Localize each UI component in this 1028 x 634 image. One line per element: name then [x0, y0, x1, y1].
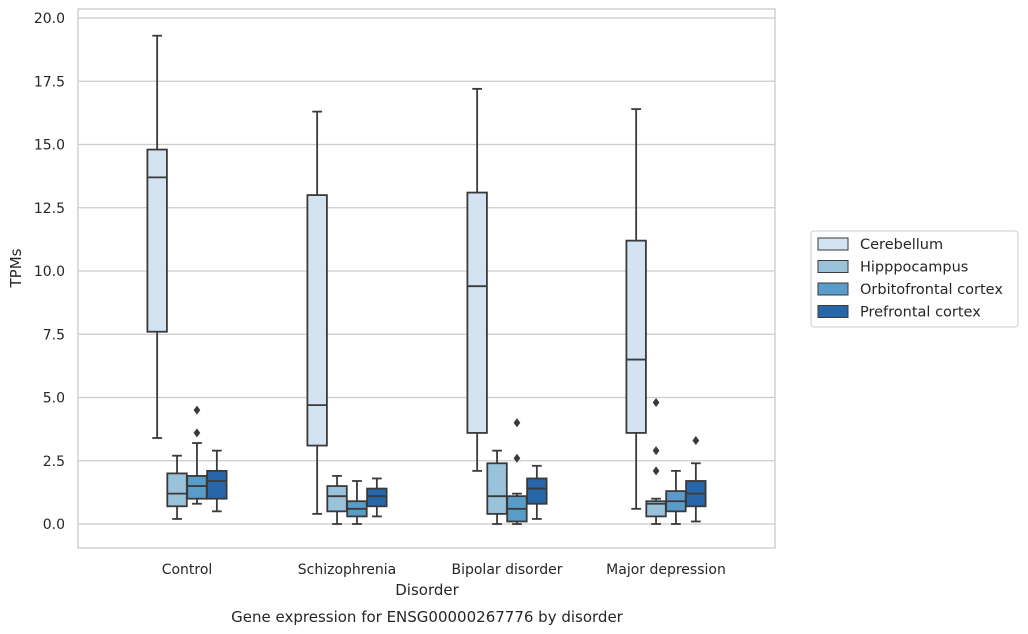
box-group — [166, 454, 188, 520]
outlier-point — [193, 428, 201, 438]
outlier-point — [513, 453, 521, 463]
box — [186, 475, 208, 500]
box — [326, 485, 348, 513]
box-group — [645, 398, 667, 525]
box-group — [486, 449, 508, 525]
box — [366, 487, 388, 508]
legend-label: Prefrontal cortex — [860, 305, 981, 321]
y-tick-label: 0.0 — [43, 517, 65, 533]
y-tick-label: 5.0 — [43, 391, 65, 407]
box-group — [685, 436, 707, 523]
y-tick-label: 20.0 — [34, 11, 65, 27]
box-group — [306, 110, 328, 515]
box — [306, 194, 328, 447]
y-tick-label: 12.5 — [34, 201, 65, 217]
y-tick-label: 2.5 — [43, 454, 65, 470]
legend-label: Cerebellum — [860, 237, 943, 253]
box — [625, 239, 647, 434]
box-group — [506, 418, 528, 525]
outlier-point — [652, 446, 660, 456]
box-group — [326, 475, 348, 525]
x-tick-label: Control — [162, 562, 213, 578]
box-group — [366, 477, 388, 518]
x-tick-label: Major depression — [606, 562, 726, 578]
y-tick-label: 15.0 — [34, 138, 65, 154]
box — [486, 462, 508, 515]
box-group — [146, 34, 168, 439]
box-group — [665, 469, 687, 525]
box-group — [526, 464, 548, 520]
legend-label: Hipppocampus — [860, 260, 968, 276]
y-tick-label: 17.5 — [34, 74, 65, 90]
y-tick-label: 7.5 — [43, 327, 65, 343]
legend-swatch — [817, 305, 849, 318]
x-axis-label: Disorder — [395, 581, 459, 599]
x-tick-label: Bipolar disorder — [451, 562, 562, 578]
box — [146, 148, 168, 333]
legend-label: Orbitofrontal cortex — [860, 282, 1003, 298]
y-axis-label: TPMs — [7, 248, 25, 288]
y-gridlines — [78, 17, 775, 525]
box-group — [346, 480, 368, 525]
outlier-point — [193, 405, 201, 415]
y-tick-label: 10.0 — [34, 264, 65, 280]
legend-frame — [810, 230, 1019, 328]
outlier-point — [652, 466, 660, 476]
box-plots — [146, 34, 707, 525]
legend-swatch — [817, 260, 849, 273]
box — [206, 469, 228, 500]
plot-frame — [77, 8, 776, 549]
x-tick-label: Schizophrenia — [298, 562, 396, 578]
box-group — [186, 405, 208, 505]
box — [526, 477, 548, 505]
outlier-point — [513, 418, 521, 428]
y-tick-labels: 0.0 2.5 5.0 7.5 10.0 12.5 15.0 17.5 20.0 — [34, 11, 65, 533]
box-group — [466, 87, 488, 472]
box — [466, 191, 488, 434]
box-group — [206, 449, 228, 513]
x-tick-labels: Control Schizophrenia Bipolar disorder Majo… — [162, 562, 726, 578]
box — [166, 472, 188, 508]
legend: Cerebellum Hipppocampus Orbitofrontal cort… — [810, 230, 1019, 328]
outlier-point — [692, 436, 700, 446]
legend-swatch — [817, 282, 849, 296]
legend-swatch — [817, 237, 849, 251]
outlier-point — [652, 398, 660, 408]
box-group — [625, 108, 647, 510]
chart-title: Gene expression for ENSG00000267776 by d… — [231, 608, 624, 626]
